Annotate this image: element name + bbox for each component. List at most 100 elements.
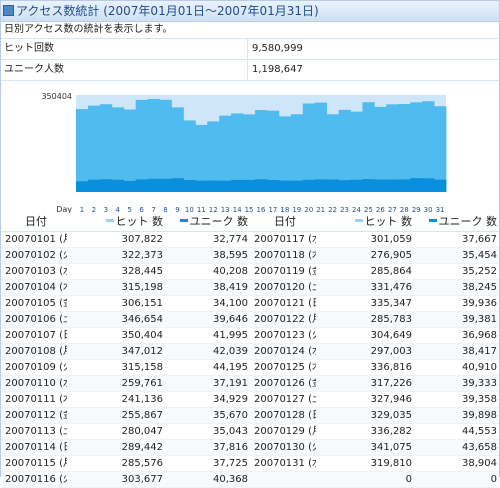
cell-date: 20070119 (金) xyxy=(250,264,316,280)
x-tick-label: 4 xyxy=(116,206,121,214)
hits-bar xyxy=(87,105,101,191)
header-uniques-left[interactable]: ユニーク 数 xyxy=(166,213,250,231)
cell-date: 20070111 (木) xyxy=(1,392,67,408)
x-tick-label: 3 xyxy=(104,206,108,214)
uniques-bar xyxy=(207,180,220,192)
uniques-bar xyxy=(434,179,447,192)
header-hits-right[interactable]: ヒット 数 xyxy=(316,213,415,231)
cell-date: 20070115 (月) xyxy=(1,456,67,472)
cell-uniques: 35,043 xyxy=(166,424,250,440)
hits-bar xyxy=(314,102,328,191)
hits-bar xyxy=(386,104,399,191)
cell-uniques: 35,670 xyxy=(166,408,250,424)
hits-bar xyxy=(159,99,172,191)
cell-uniques: 37,725 xyxy=(166,456,250,472)
x-tick-label: 25 xyxy=(364,206,373,214)
cell-hits: 336,816 xyxy=(316,360,415,376)
cell-hits: 317,226 xyxy=(316,376,415,392)
header-date-right[interactable]: 日付 xyxy=(274,215,296,228)
cell-hits: 307,822 xyxy=(67,232,166,248)
x-tick-label: 8 xyxy=(163,206,167,214)
cell-date: 20070127 (土) xyxy=(250,392,316,408)
cell-uniques: 34,100 xyxy=(166,296,250,312)
cell-uniques: 37,667 xyxy=(415,232,499,248)
cell-date: 20070120 (土) xyxy=(250,280,316,296)
cell-hits: 285,783 xyxy=(316,312,415,328)
cell-hits: 350,404 xyxy=(67,328,166,344)
cell-date: 20070129 (月) xyxy=(250,424,316,440)
uniques-bar xyxy=(314,179,328,192)
header-date-left[interactable]: 日付 xyxy=(25,215,47,228)
cell-hits: 341,075 xyxy=(316,440,415,456)
cell-uniques: 38,595 xyxy=(166,248,250,264)
hits-bar xyxy=(434,106,447,191)
cell-hits: 331,476 xyxy=(316,280,415,296)
uniques-swatch-icon xyxy=(179,219,188,222)
x-tick-label: 27 xyxy=(388,206,397,214)
uniques-bars xyxy=(76,178,447,192)
header-hits-text: ヒット 数 xyxy=(115,215,164,228)
cell-date: 20070105 (金) xyxy=(1,296,67,312)
x-tick-labels: 1 2 3 4 5 6 7 8 9 10 11 12 13 14 15 16 17 18 19 20 21 22 23 24 2… xyxy=(80,206,445,214)
x-tick-label: 26 xyxy=(376,206,385,214)
x-axis-label: Day xyxy=(56,205,72,214)
hits-bar xyxy=(266,110,280,191)
uniques-bar xyxy=(278,180,292,192)
x-tick-label: 2 xyxy=(92,206,96,214)
cell-uniques: 43,658 xyxy=(415,440,499,456)
hits-bar xyxy=(255,110,268,191)
cell-date: 20070130 (火) xyxy=(250,440,316,456)
cell-hits: 327,946 xyxy=(316,392,415,408)
cell-date: 20070124 (水) xyxy=(250,344,316,360)
cell-uniques: 39,646 xyxy=(166,312,250,328)
hits-bar xyxy=(231,113,244,191)
daily-access-chart: 350404 Day 1 2 3 4 5 6 7 8 9 10 11 12 13 14 15 16 17 18 19… xyxy=(1,81,499,219)
x-tick-label: 9 xyxy=(175,206,179,214)
summary-uniques-value: 1,198,647 xyxy=(252,64,303,75)
x-tick-label: 10 xyxy=(185,206,194,214)
cell-uniques: 37,816 xyxy=(166,440,250,456)
cell-date: 20070110 (水) xyxy=(1,376,67,392)
cell-uniques: 41,995 xyxy=(166,328,250,344)
uniques-bar xyxy=(159,178,172,192)
uniques-bar xyxy=(243,179,256,192)
cell-hits: 336,282 xyxy=(316,424,415,440)
uniques-bar xyxy=(183,180,196,192)
summary-uniques-label: ユニーク人数 xyxy=(1,60,248,80)
cell-hits: 301,059 xyxy=(316,232,415,248)
cell-hits: 329,035 xyxy=(316,408,415,424)
header-uniques-right[interactable]: ユニーク 数 xyxy=(415,213,499,231)
x-tick-label: 1 xyxy=(80,206,84,214)
cell-date: 20070117 (水) xyxy=(250,232,316,248)
cell-hits: 335,347 xyxy=(316,296,415,312)
hits-swatch-icon xyxy=(354,219,363,222)
cell-date: 20070112 (金) xyxy=(1,408,67,424)
header-hits-left[interactable]: ヒット 数 xyxy=(67,213,166,231)
chart-svg: 350404 Day 1 2 3 4 5 6 7 8 9 10 11 12 13 14 15 16 17 18 19… xyxy=(41,92,447,214)
hits-bar xyxy=(290,114,304,191)
cell-date: 20070104 (木) xyxy=(1,280,67,296)
hits-bar xyxy=(410,102,423,191)
cell-date: 20070103 (水) xyxy=(1,264,67,280)
summary-uniques-row: ユニーク人数 1,198,647 xyxy=(1,60,499,81)
cell-uniques: 42,039 xyxy=(166,344,250,360)
daily-stats-table: 日付 ヒット 数 ユニーク 数 日付 ヒット 数 ユニーク 数 20070101… xyxy=(1,213,499,488)
uniques-bar xyxy=(135,179,149,192)
cell-hits: 303,677 xyxy=(67,472,166,488)
hits-bar xyxy=(123,109,137,191)
cell-uniques: 44,195 xyxy=(166,360,250,376)
cell-hits: 319,810 xyxy=(316,456,415,472)
cell-uniques: 38,245 xyxy=(415,280,499,296)
x-tick-label: 22 xyxy=(328,206,337,214)
uniques-bar xyxy=(350,179,363,192)
hits-bar xyxy=(362,102,375,191)
hits-bar xyxy=(183,120,196,191)
uniques-bar xyxy=(123,180,137,192)
